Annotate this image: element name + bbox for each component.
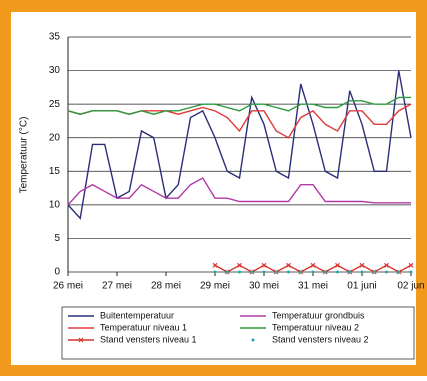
y-tick-label: 0	[54, 267, 60, 278]
x-tick-label: 31 mei	[298, 281, 328, 292]
x-tick-label: 27 mei	[102, 281, 132, 292]
marker	[409, 270, 413, 274]
marker	[310, 262, 316, 268]
marker	[287, 270, 290, 274]
y-axis-label: Temperatuur (°C)	[19, 117, 30, 194]
legend-label: Temperatuur grondbuis	[272, 310, 365, 320]
marker	[384, 262, 389, 268]
legend-swatch	[78, 337, 84, 343]
legend-label: Stand vensters niveau 2	[272, 334, 369, 344]
marker	[323, 270, 327, 274]
marker	[385, 270, 388, 274]
marker	[261, 262, 267, 268]
legend-label: Temperatuur niveau 1	[100, 322, 187, 332]
marker	[274, 270, 278, 274]
marker	[237, 262, 242, 268]
marker	[213, 270, 217, 274]
marker	[397, 270, 401, 274]
legend-swatch	[251, 338, 255, 342]
marker	[359, 262, 365, 268]
y-tick-label: 35	[49, 32, 61, 43]
marker	[311, 270, 315, 274]
legend	[61, 306, 415, 360]
y-tick-label: 15	[49, 166, 61, 177]
marker	[225, 270, 229, 274]
marker	[372, 270, 376, 274]
y-tick-label: 25	[49, 99, 61, 110]
marker	[336, 270, 339, 274]
series-line	[67, 177, 411, 206]
series-line	[67, 96, 411, 115]
x-tick-label: 28 mei	[151, 281, 181, 292]
x-tick-label: 01 juni	[347, 281, 376, 292]
x-tick-label: 29 mei	[200, 281, 230, 292]
legend-label: Temperatuur niveau 2	[272, 322, 359, 332]
y-tick-label: 20	[49, 132, 61, 143]
x-tick-label: 30 mei	[249, 281, 279, 292]
y-tick-label: 10	[49, 199, 61, 210]
x-tick-label: 26 mei	[53, 281, 83, 292]
y-tick-label: 5	[54, 233, 60, 244]
series-line	[67, 70, 412, 220]
marker	[360, 270, 364, 274]
y-tick-label: 30	[49, 65, 61, 76]
marker	[299, 270, 303, 274]
marker	[348, 270, 352, 274]
marker	[262, 270, 266, 274]
marker	[250, 270, 254, 274]
marker	[212, 262, 218, 268]
legend-label: Stand vensters niveau 1	[100, 334, 197, 344]
marker	[335, 262, 340, 268]
marker	[286, 262, 291, 268]
legend-label: Buitentemperatuur	[100, 310, 174, 320]
marker	[408, 262, 414, 268]
marker	[238, 270, 241, 274]
x-tick-label: 02 jun	[397, 281, 424, 292]
